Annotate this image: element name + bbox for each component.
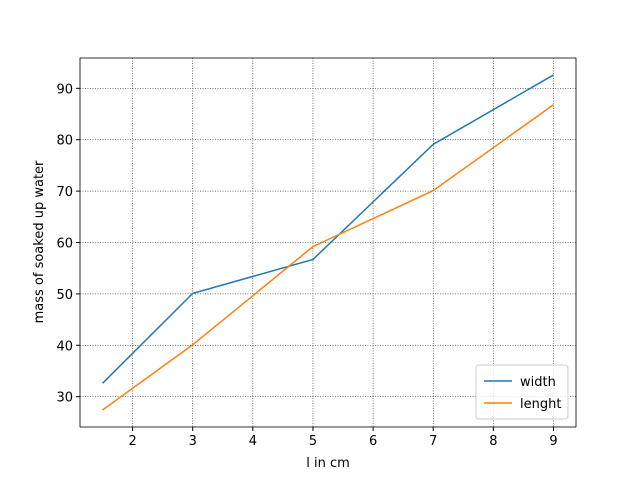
x-tick-label: 9	[549, 434, 557, 449]
y-tick-label: 50	[56, 288, 73, 303]
y-tick-label: 70	[56, 185, 73, 200]
legend: width lenght	[475, 364, 569, 420]
x-tick-label: 8	[489, 434, 497, 449]
series-line	[102, 104, 554, 411]
x-tick-label: 2	[128, 434, 136, 449]
legend-label: width	[520, 375, 556, 390]
x-tick-label: 5	[309, 434, 317, 449]
legend-box	[475, 364, 569, 420]
plot-frame	[79, 57, 577, 428]
y-axis-label: mass of soaked up water	[32, 160, 47, 323]
x-tick-label: 3	[189, 434, 197, 449]
y-tick-label: 40	[56, 339, 73, 354]
x-tick-label: 7	[429, 434, 437, 449]
y-tick-label: 80	[56, 134, 73, 149]
y-tick-label: 90	[56, 82, 73, 97]
y-tick-label: 30	[56, 391, 73, 406]
series-line	[102, 74, 554, 384]
legend-label: lenght	[520, 397, 561, 412]
y-tick-label: 60	[56, 237, 73, 252]
x-tick-label: 6	[369, 434, 377, 449]
x-tick-label: 4	[249, 434, 257, 449]
x-axis-label: l in cm	[306, 456, 350, 471]
